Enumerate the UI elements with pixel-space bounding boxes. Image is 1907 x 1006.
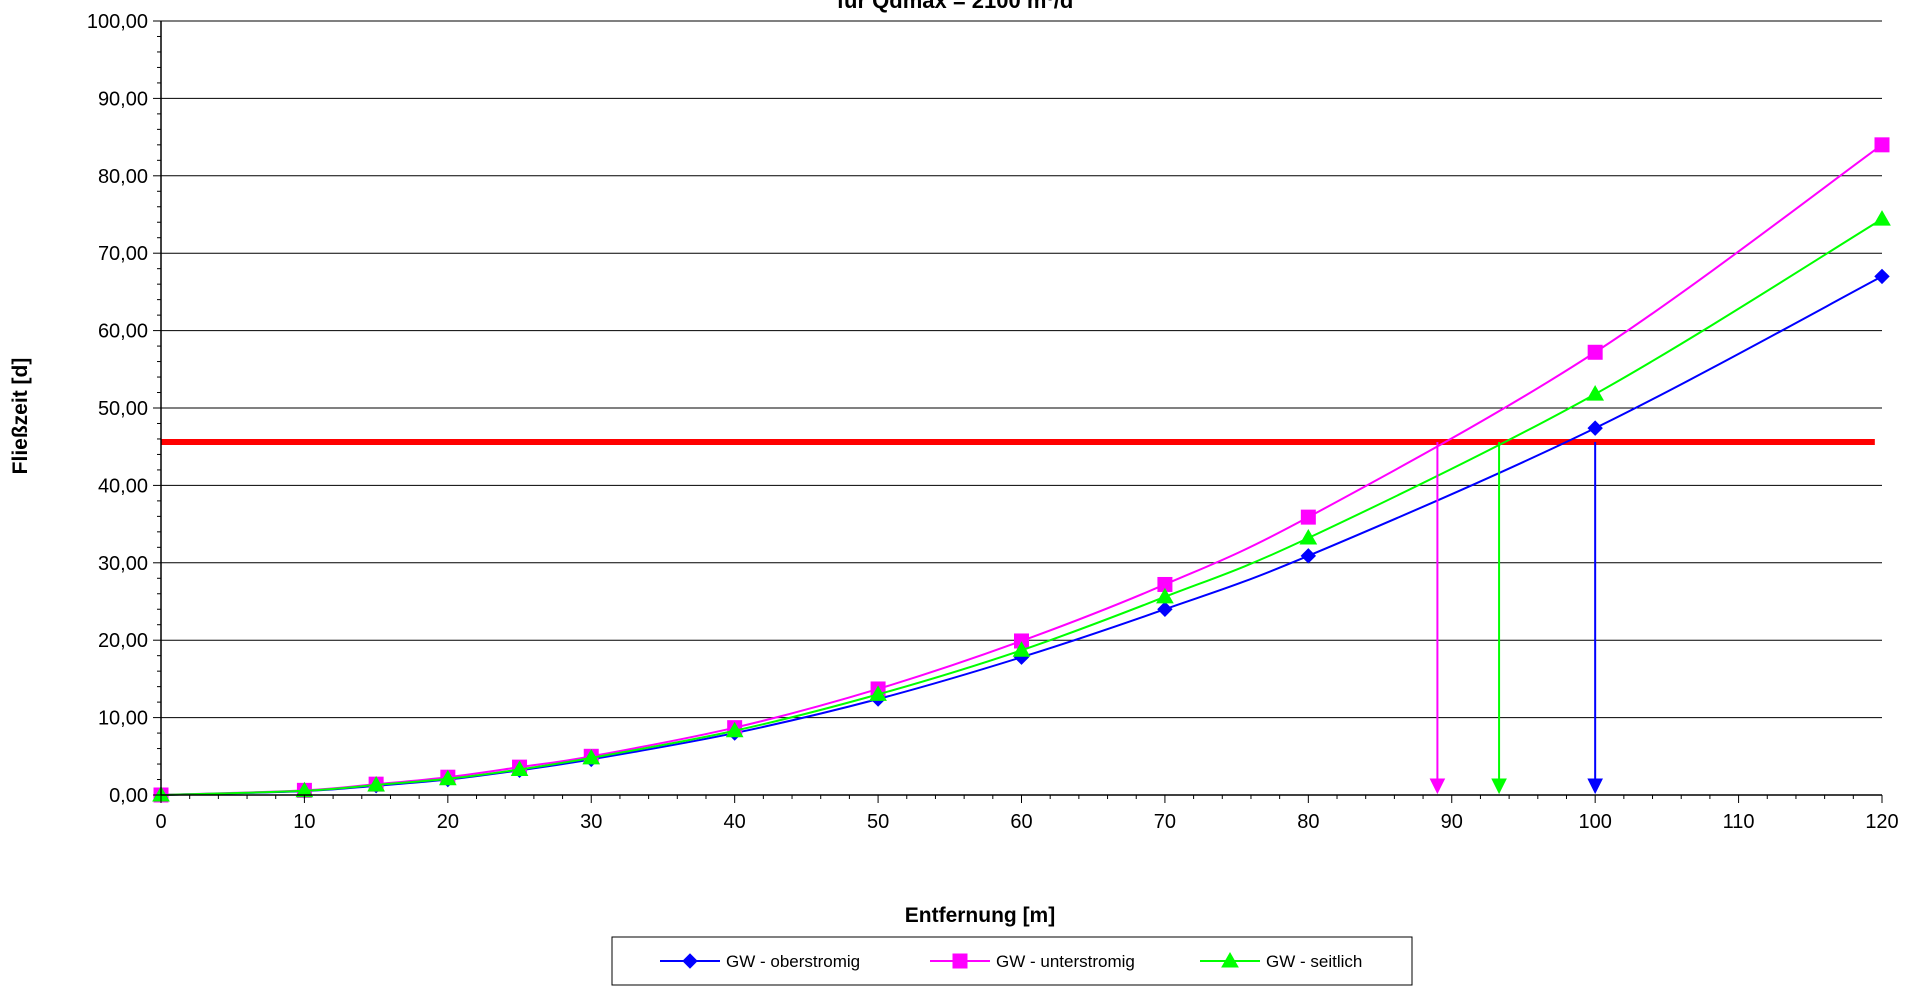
legend: GW - oberstromig GW - unterstromig GW - se… <box>611 936 1413 986</box>
data-point <box>367 775 385 792</box>
legend-marker <box>1221 951 1239 968</box>
y-tick-label: 100,00 <box>87 11 148 33</box>
x-tick-label: 30 <box>580 811 602 833</box>
x-tick-label: 0 <box>155 811 166 833</box>
y-tick-label: 50,00 <box>98 398 148 420</box>
y-tick-label: 10,00 <box>98 708 148 730</box>
drop-arrow <box>1491 778 1507 795</box>
grid-lines <box>161 20 1882 719</box>
data-point <box>1874 268 1890 285</box>
data-point <box>438 769 457 786</box>
data-point <box>1300 509 1316 525</box>
data-point <box>1587 420 1603 436</box>
x-tick-label: 70 <box>1154 811 1176 833</box>
y-axis-ticks: 0,00 10,00 20,00 30,00 40,00 50,00 60,00 70,00 8… <box>87 11 161 807</box>
x-tick-label: 10 <box>293 811 315 833</box>
x-tick-label: 60 <box>1010 811 1032 833</box>
data-point <box>1873 210 1891 226</box>
legend-marker <box>952 953 968 969</box>
legend-box <box>611 936 1413 986</box>
x-tick-label: 50 <box>867 811 889 833</box>
y-tick-label: 80,00 <box>98 166 148 188</box>
series-group <box>152 137 1891 803</box>
x-tick-label: 20 <box>437 811 459 833</box>
legend-label: GW - seitlich <box>1266 952 1362 971</box>
data-point <box>582 748 601 765</box>
data-point <box>1012 641 1031 657</box>
data-point <box>1299 529 1318 545</box>
x-tick-label: 40 <box>724 811 746 833</box>
series-line <box>160 218 1883 796</box>
data-point <box>1157 601 1173 617</box>
drop-arrow <box>1587 778 1603 795</box>
y-tick-label: 40,00 <box>98 475 148 497</box>
x-tick-label: 100 <box>1578 811 1611 833</box>
legend-marker <box>682 953 698 969</box>
x-tick-label: 90 <box>1441 811 1463 833</box>
data-point <box>1586 385 1605 401</box>
data-point <box>869 685 887 701</box>
legend-label: GW - oberstromig <box>726 952 860 971</box>
y-tick-label: 70,00 <box>98 243 148 265</box>
y-tick-label: 90,00 <box>98 88 148 110</box>
series-line <box>160 144 1883 796</box>
y-tick-label: 30,00 <box>98 553 148 575</box>
drop-arrow <box>1429 778 1446 795</box>
y-axis-label: Fließzeit [d] <box>9 358 32 475</box>
data-point <box>1587 344 1603 360</box>
data-point <box>1874 137 1890 153</box>
x-axis-label: Entfernung [m] <box>905 904 1055 927</box>
data-point <box>510 760 529 776</box>
x-tick-label: 80 <box>1297 811 1319 833</box>
data-point <box>1300 548 1317 564</box>
y-tick-label: 60,00 <box>98 321 148 343</box>
legend-label: GW - unterstromig <box>996 952 1135 971</box>
x-tick-label: 120 <box>1865 811 1898 833</box>
data-point <box>725 721 744 738</box>
data-point <box>1156 587 1174 604</box>
chart-title: für Qdmax = 2100 m³/d <box>837 0 1074 13</box>
x-tick-label: 110 <box>1723 811 1755 833</box>
intersection-markers <box>1429 442 1603 795</box>
x-axis-ticks: 0 10 20 30 40 50 60 70 80 90 100 110 120 <box>155 795 1899 833</box>
y-tick-label: 20,00 <box>98 630 148 652</box>
y-tick-label: 0,00 <box>109 785 148 807</box>
